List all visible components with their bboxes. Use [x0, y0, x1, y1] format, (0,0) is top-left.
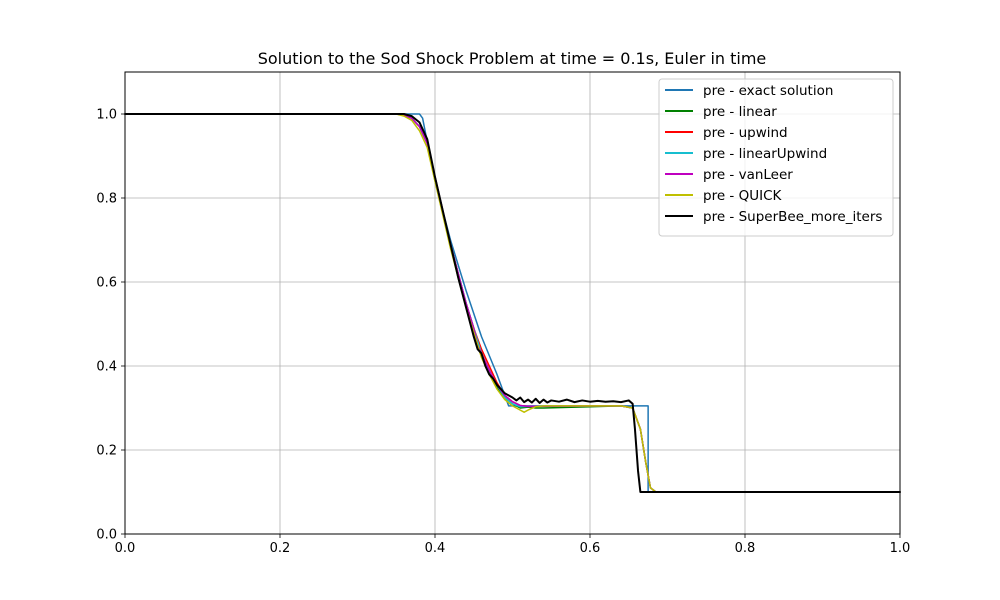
- legend-box: [658, 78, 894, 237]
- y-tick-label: 0.8: [96, 192, 117, 207]
- legend-label-pre-quick: pre - QUICK: [703, 188, 782, 204]
- x-tick-label: 0.6: [580, 541, 601, 556]
- legend-label-pre-superbee-more-iters: pre - SuperBee_more_iters: [703, 209, 882, 225]
- x-tick-label: 0.2: [270, 541, 291, 556]
- legend-label-pre-linear: pre - linear: [703, 104, 777, 120]
- series-line-pre-exact-solution: [124, 113, 901, 493]
- y-tick-label: 1.0: [96, 108, 117, 123]
- x-tick-label: 0.8: [735, 541, 756, 556]
- y-tick-label: 0.4: [96, 360, 117, 375]
- chart-title: Solution to the Sod Shock Problem at tim…: [258, 49, 767, 68]
- legend-label-pre-vanleer: pre - vanLeer: [703, 167, 793, 183]
- y-tick-label: 0.0: [96, 528, 117, 543]
- series-line-pre-superbee-more-iters: [124, 113, 901, 493]
- x-tick-label: 0.0: [115, 541, 136, 556]
- x-tick-label: 1.0: [890, 541, 911, 556]
- legend-label-pre-exact-solution: pre - exact solution: [703, 83, 833, 99]
- y-tick-label: 0.2: [96, 444, 117, 459]
- y-tick-label: 0.6: [96, 276, 117, 291]
- legend: pre - exact solution pre - linear pre - up…: [658, 78, 894, 237]
- legend-label-pre-upwind: pre - upwind: [703, 125, 788, 141]
- ticks-layer: 0.0 0.2 0.4 0.6 0.8 1.0 0.0 0.2 0.4 0.6 0.8 1.0: [96, 108, 910, 557]
- legend-label-pre-linearupwind: pre - linearUpwind: [703, 146, 827, 162]
- x-tick-label: 0.4: [425, 541, 446, 556]
- plot-frame: [124, 71, 901, 535]
- series-layer: [124, 113, 901, 493]
